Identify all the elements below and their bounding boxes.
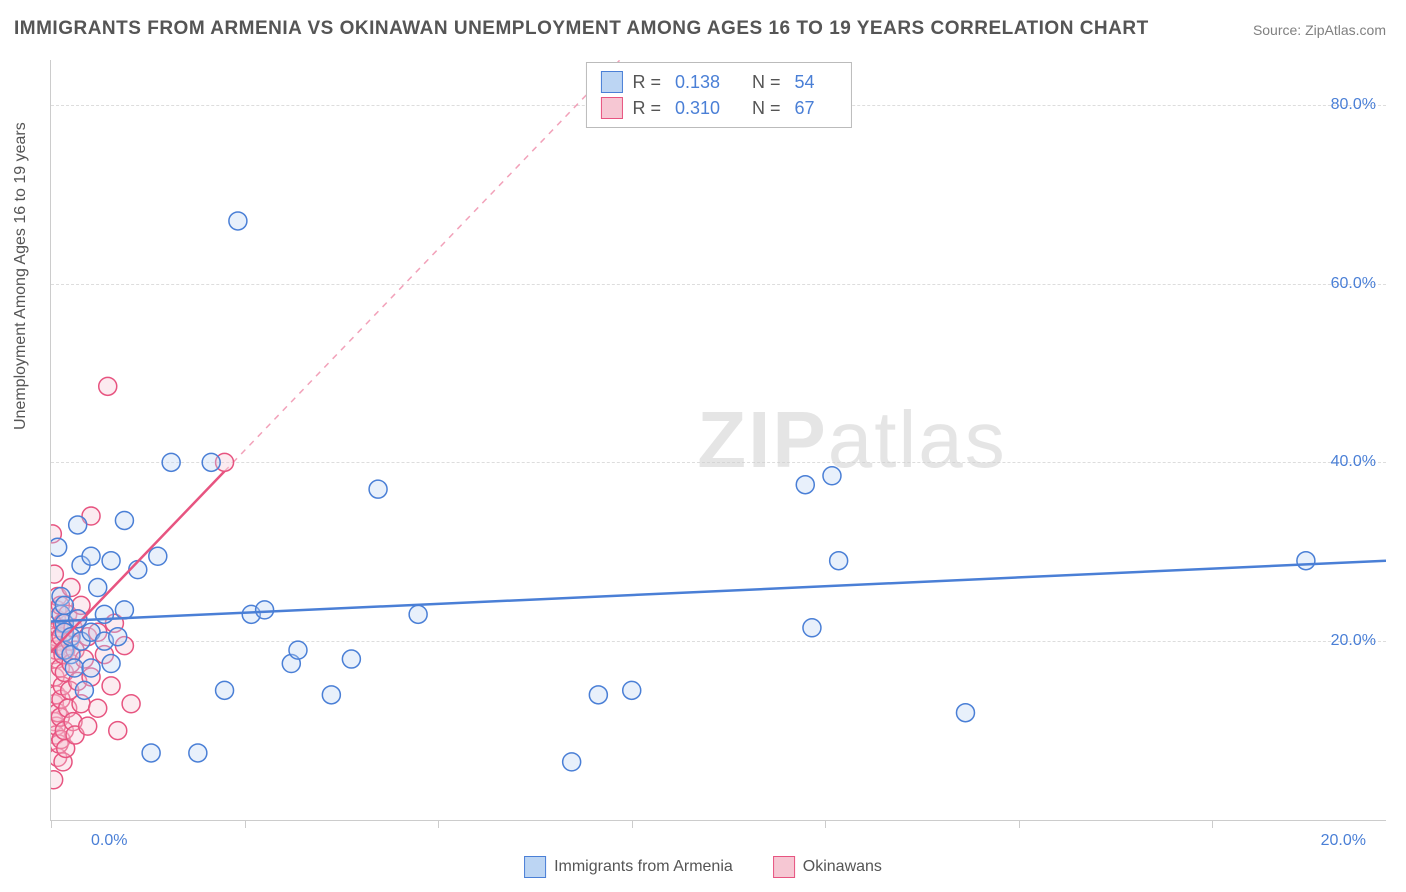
swatch-pink-icon	[600, 97, 622, 119]
stats-box: R = 0.138 N = 54 R = 0.310 N = 67	[585, 62, 851, 128]
x-tick	[51, 820, 52, 828]
swatch-blue-icon	[524, 856, 546, 878]
chart-title: IMMIGRANTS FROM ARMENIA VS OKINAWAN UNEM…	[14, 18, 1149, 40]
legend-entry-armenia: Immigrants from Armenia	[524, 856, 733, 878]
x-tick	[245, 820, 246, 828]
x-tick	[1212, 820, 1213, 828]
scatter-svg	[51, 60, 1386, 820]
stats-row-armenia: R = 0.138 N = 54	[600, 69, 836, 95]
legend-label-okinawa: Okinawans	[803, 858, 882, 876]
legend-entry-okinawa: Okinawans	[773, 856, 882, 878]
stats-row-okinawa: R = 0.310 N = 67	[600, 95, 836, 121]
plot-area: R = 0.138 N = 54 R = 0.310 N = 67 ZIPatl…	[50, 60, 1386, 821]
swatch-pink-icon	[773, 856, 795, 878]
x-tick	[825, 820, 826, 828]
y-axis-label: Unemployment Among Ages 16 to 19 years	[12, 122, 30, 430]
legend-label-armenia: Immigrants from Armenia	[554, 858, 733, 876]
x-tick-last: 20.0%	[1321, 832, 1366, 850]
n-label: N =	[752, 69, 781, 95]
swatch-blue-icon	[600, 71, 622, 93]
r-value-okinawa: 0.310	[675, 95, 720, 121]
x-tick	[438, 820, 439, 828]
r-label: R =	[632, 95, 661, 121]
x-tick	[1019, 820, 1020, 828]
r-label: R =	[632, 69, 661, 95]
x-tick-first: 0.0%	[91, 832, 127, 850]
n-label: N =	[752, 95, 781, 121]
n-value-armenia: 54	[795, 69, 815, 95]
r-value-armenia: 0.138	[675, 69, 720, 95]
x-tick	[632, 820, 633, 828]
n-value-okinawa: 67	[795, 95, 815, 121]
source-label: Source: ZipAtlas.com	[1253, 22, 1386, 38]
bottom-legend: Immigrants from Armenia Okinawans	[524, 856, 882, 878]
